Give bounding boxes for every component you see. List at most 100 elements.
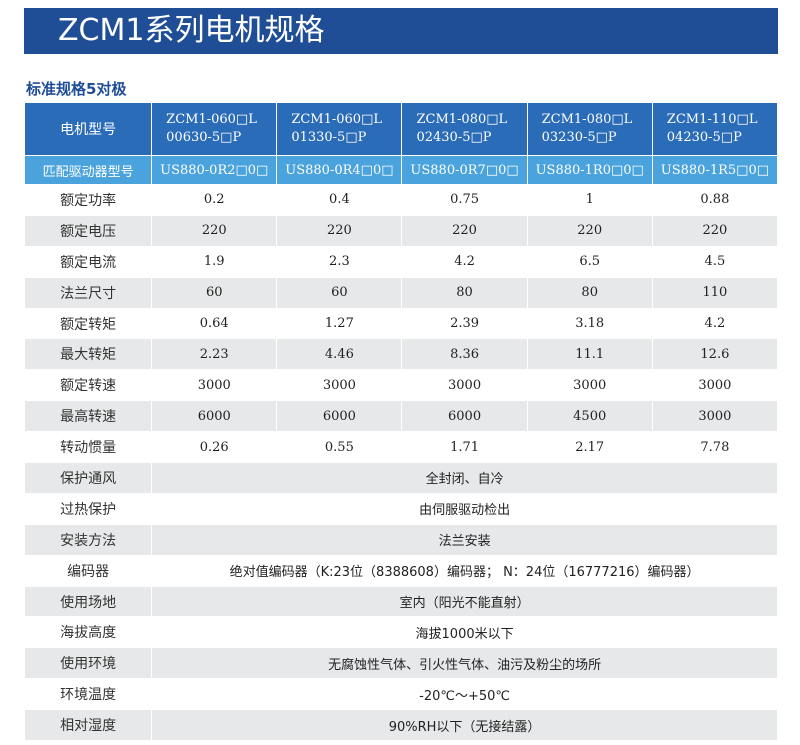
model-line-2: 00630-5□P xyxy=(166,130,242,145)
model-line-2: 02430-5□P xyxy=(416,130,492,145)
spec-row: 最高转速 6000 6000 6000 4500 3000 xyxy=(23,400,779,433)
driver-row: 匹配驱动器型号 US880-0R2□0□ US880-0R4□0□ US880-… xyxy=(23,155,779,185)
value-cell: 6000 xyxy=(151,400,278,433)
spec-row: 转动惯量 0.26 0.55 1.71 2.17 7.78 xyxy=(23,431,779,464)
value-cell: 0.4 xyxy=(276,184,403,216)
value-cell: 3000 xyxy=(651,400,779,433)
value-cell: 6000 xyxy=(401,400,528,433)
row-label: 编码器 xyxy=(23,554,153,587)
value-cell: 4.5 xyxy=(651,245,779,278)
model-line-1: ZCM1-080□L xyxy=(541,112,633,127)
model-cell: ZCM1-080□L 03230-5□P xyxy=(526,102,653,156)
model-line-1: ZCM1-060□L xyxy=(291,112,382,127)
value-cell: 8.36 xyxy=(401,338,528,371)
value-cell: 11.1 xyxy=(526,338,653,371)
span-value-cell: 无腐蚀性气体、引火性气体、油污及粉尘的场所 xyxy=(151,647,778,680)
driver-cell: US880-0R2□0□ xyxy=(151,155,278,185)
span-value-cell: 全封闭、自冷 xyxy=(151,462,778,494)
model-line-2: 01330-5□P xyxy=(291,130,367,145)
value-cell: 220 xyxy=(151,214,278,247)
driver-label: 匹配驱动器型号 xyxy=(23,155,153,185)
spec-row: 过热保护 由伺服驱动检出 xyxy=(23,492,778,525)
row-label: 额定转矩 xyxy=(23,307,153,340)
value-cell: 3.18 xyxy=(526,307,653,340)
value-cell: 6.5 xyxy=(526,245,653,278)
row-label: 转动惯量 xyxy=(23,431,153,464)
value-cell: 2.39 xyxy=(401,307,528,340)
value-cell: 1.9 xyxy=(151,245,278,278)
row-label: 使用场地 xyxy=(23,585,153,618)
model-line-1: ZCM1-080□L xyxy=(416,112,508,127)
spec-row: 法兰尺寸 60 60 80 80 110 xyxy=(23,276,779,309)
page-title: ZCM1系列电机规格 xyxy=(58,13,325,48)
row-label: 保护通风 xyxy=(23,462,153,494)
value-cell: 2.17 xyxy=(526,431,653,464)
value-cell: 80 xyxy=(401,276,528,309)
span-value-cell: 由伺服驱动检出 xyxy=(151,492,778,525)
model-label: 电机型号 xyxy=(23,102,153,156)
driver-cell: US880-0R4□0□ xyxy=(276,155,403,185)
value-cell: 60 xyxy=(276,276,403,309)
model-line-2: 04230-5□P xyxy=(666,130,742,145)
row-label: 安装方法 xyxy=(23,523,153,556)
spec-row: 额定转速 3000 3000 3000 3000 3000 xyxy=(23,369,779,402)
value-cell: 3000 xyxy=(401,369,528,402)
value-cell: 60 xyxy=(151,276,278,309)
row-label: 额定电压 xyxy=(23,214,153,247)
section-subtitle: 标准规格5对极 xyxy=(26,80,127,98)
model-cell: ZCM1-060□L 00630-5□P xyxy=(151,102,278,156)
value-cell: 4.46 xyxy=(276,338,403,371)
driver-cell: US880-0R7□0□ xyxy=(401,155,528,185)
value-cell: 1.27 xyxy=(276,307,403,340)
value-cell: 6000 xyxy=(276,400,403,433)
model-cell: ZCM1-080□L 02430-5□P xyxy=(401,102,528,156)
row-label: 额定功率 xyxy=(23,184,153,216)
value-cell: 2.23 xyxy=(151,338,278,371)
value-cell: 0.88 xyxy=(651,184,779,216)
value-cell: 1 xyxy=(526,184,653,216)
row-label: 额定转速 xyxy=(23,369,153,402)
value-cell: 4.2 xyxy=(651,307,779,340)
value-cell: 3000 xyxy=(276,369,403,402)
value-cell: 220 xyxy=(276,214,403,247)
span-value-cell: 室内（阳光不能直射） xyxy=(151,585,778,618)
spec-row: 使用场地 室内（阳光不能直射） xyxy=(23,585,778,618)
value-cell: 0.75 xyxy=(401,184,528,216)
model-cell: ZCM1-060□L 01330-5□P xyxy=(276,102,403,156)
row-label: 法兰尺寸 xyxy=(23,276,153,309)
value-cell: 7.78 xyxy=(651,431,779,464)
value-cell: 4500 xyxy=(526,400,653,433)
value-cell: 220 xyxy=(401,214,528,247)
spec-row: 环境温度 -20℃～+50℃ xyxy=(23,678,778,711)
value-cell: 3000 xyxy=(651,369,779,402)
value-cell: 1.71 xyxy=(401,431,528,464)
value-cell: 3000 xyxy=(151,369,278,402)
row-label: 海拔高度 xyxy=(23,616,153,649)
row-label: 额定电流 xyxy=(23,245,153,278)
spec-row: 安装方法 法兰安装 xyxy=(23,523,778,556)
row-label: 最高转速 xyxy=(23,400,153,433)
spec-row: 额定功率 0.2 0.4 0.75 1 0.88 xyxy=(23,184,779,216)
spec-row: 额定转矩 0.64 1.27 2.39 3.18 4.2 xyxy=(23,307,779,340)
title-banner: ZCM1系列电机规格 xyxy=(24,8,778,54)
spec-table: 电机型号 ZCM1-060□L 00630-5□P ZCM1-060□L 01330… xyxy=(23,102,779,742)
driver-cell: US880-1R5□0□ xyxy=(651,155,779,185)
value-cell: 220 xyxy=(651,214,779,247)
spec-row: 最大转矩 2.23 4.46 8.36 11.1 12.6 xyxy=(23,338,779,371)
span-value-cell: 90%RH以下（无接结露） xyxy=(151,709,778,742)
value-cell: 0.26 xyxy=(151,431,278,464)
spec-row: 海拔高度 海拔1000米以下 xyxy=(23,616,778,649)
model-line-1: ZCM1-060□L xyxy=(166,112,257,127)
span-value-cell: 绝对值编码器（K:23位（8388608）编码器； N：24位（16777216… xyxy=(151,554,778,587)
row-label: 最大转矩 xyxy=(23,338,153,371)
spec-row: 使用环境 无腐蚀性气体、引火性气体、油污及粉尘的场所 xyxy=(23,647,778,680)
value-cell: 2.3 xyxy=(276,245,403,278)
span-value-cell: 海拔1000米以下 xyxy=(151,616,778,649)
row-label: 相对湿度 xyxy=(23,709,153,742)
span-value-cell: 法兰安装 xyxy=(151,523,778,556)
spec-row: 编码器 绝对值编码器（K:23位（8388608）编码器； N：24位（16777… xyxy=(23,554,778,587)
model-line-1: ZCM1-110□L xyxy=(666,112,758,127)
row-label: 环境温度 xyxy=(23,678,153,711)
value-cell: 4.2 xyxy=(401,245,528,278)
value-cell: 220 xyxy=(526,214,653,247)
